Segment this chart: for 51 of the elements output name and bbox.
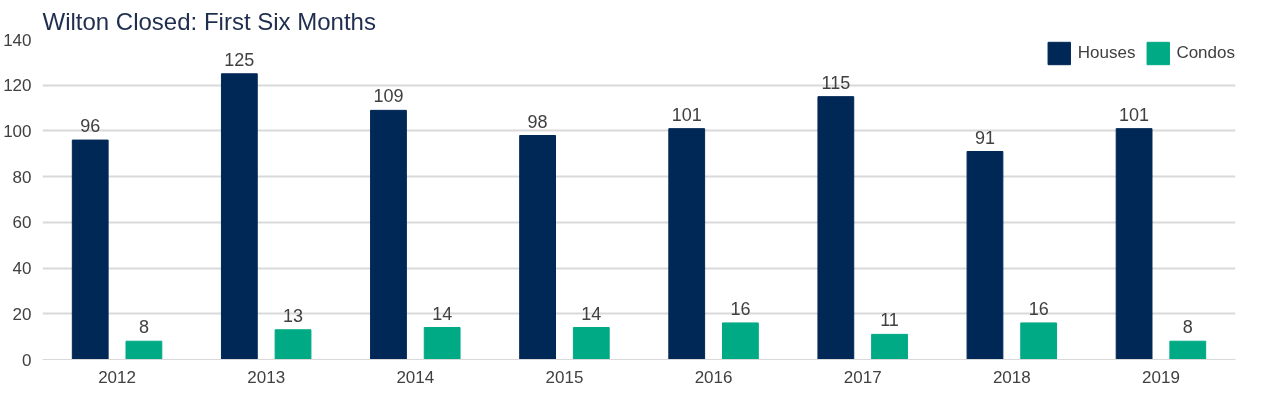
y-tick-label: 140 [3, 30, 32, 50]
y-tick-label: 120 [3, 76, 32, 96]
bar [370, 109, 407, 360]
data-label: 125 [224, 49, 255, 70]
y-tick-label: 80 [12, 167, 32, 187]
x-tick-label: 2019 [1142, 367, 1180, 387]
data-label: 115 [821, 72, 851, 93]
legend-label: Houses [1077, 43, 1136, 63]
x-tick-label: 2018 [992, 367, 1031, 387]
y-tick-label: 60 [12, 213, 32, 233]
data-label: 101 [1119, 104, 1150, 125]
data-label: 14 [432, 303, 453, 324]
bar [274, 329, 312, 360]
x-tick-label: 2015 [545, 367, 584, 387]
bar [1020, 322, 1058, 360]
y-tick-label: 40 [12, 259, 32, 279]
data-label: 98 [527, 111, 548, 132]
y-tick-label: 20 [12, 304, 32, 324]
bar [966, 151, 1004, 360]
x-tick-label: 2014 [396, 367, 435, 387]
bar [1169, 340, 1207, 360]
data-label: 13 [283, 305, 304, 326]
data-label: 8 [138, 317, 149, 338]
data-label: 16 [1028, 298, 1049, 319]
bar [871, 333, 908, 360]
data-label: 16 [730, 298, 751, 319]
data-label: 11 [880, 310, 899, 331]
bar [220, 73, 258, 360]
legend-label: Condos [1176, 43, 1235, 63]
data-label: 8 [1182, 317, 1193, 338]
data-label: 96 [80, 116, 101, 137]
bar [125, 340, 163, 360]
bar [519, 135, 556, 360]
y-tick-label: 100 [3, 121, 32, 141]
y-tick-label: 0 [22, 350, 32, 370]
data-label: 101 [671, 104, 702, 125]
bar [722, 322, 759, 360]
data-label: 14 [581, 303, 602, 324]
bar [423, 327, 461, 360]
data-label: 109 [373, 86, 404, 107]
chart-title: Wilton Closed: First Six Months [42, 7, 376, 35]
bar [1115, 128, 1153, 360]
bar [668, 128, 706, 360]
bar [817, 96, 855, 360]
bar [572, 327, 610, 360]
x-tick-label: 2012 [98, 367, 136, 387]
x-tick-label: 2017 [843, 367, 882, 387]
x-tick-label: 2013 [247, 367, 286, 387]
bar [71, 139, 109, 360]
x-tick-label: 2016 [694, 367, 733, 387]
data-label: 91 [974, 127, 995, 148]
